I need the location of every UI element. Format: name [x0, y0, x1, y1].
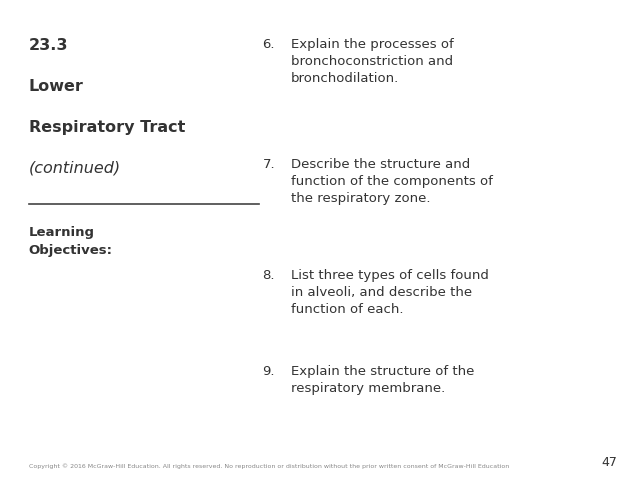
Text: Learning
Objectives:: Learning Objectives:: [29, 226, 113, 257]
Text: 9.: 9.: [262, 365, 275, 378]
Text: 8.: 8.: [262, 269, 275, 282]
Text: Lower: Lower: [29, 79, 84, 94]
Text: 6.: 6.: [262, 38, 275, 51]
Text: Explain the processes of
bronchoconstriction and
bronchodilation.: Explain the processes of bronchoconstric…: [291, 38, 454, 85]
Text: Copyright © 2016 McGraw-Hill Education. All rights reserved. No reproduction or : Copyright © 2016 McGraw-Hill Education. …: [29, 464, 509, 469]
Text: Respiratory Tract: Respiratory Tract: [29, 120, 185, 135]
Text: 47: 47: [602, 456, 618, 469]
Text: 7.: 7.: [262, 158, 275, 171]
Text: List three types of cells found
in alveoli, and describe the
function of each.: List three types of cells found in alveo…: [291, 269, 489, 316]
Text: (continued): (continued): [29, 161, 121, 176]
Text: 23.3: 23.3: [29, 38, 68, 53]
Text: Describe the structure and
function of the components of
the respiratory zone.: Describe the structure and function of t…: [291, 158, 493, 205]
Text: Explain the structure of the
respiratory membrane.: Explain the structure of the respiratory…: [291, 365, 475, 395]
